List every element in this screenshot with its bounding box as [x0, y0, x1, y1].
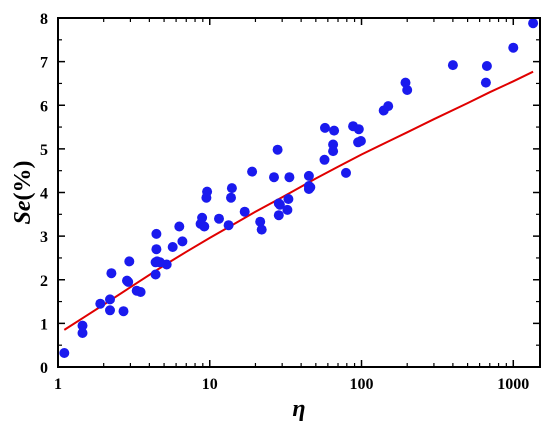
data-point	[226, 183, 237, 194]
x-tick-label: 10	[202, 376, 218, 393]
y-tick-label: 5	[40, 142, 48, 159]
data-point	[161, 259, 172, 270]
data-point	[402, 85, 413, 95]
data-point	[226, 192, 236, 203]
data-point	[481, 61, 492, 71]
data-point	[353, 124, 364, 135]
data-point	[272, 144, 283, 155]
data-point	[95, 298, 106, 309]
data-point	[167, 242, 178, 252]
y-tick-label: 2	[40, 273, 48, 290]
y-tick-label: 3	[40, 229, 48, 246]
y-tick-label: 4	[40, 186, 48, 203]
data-point	[274, 199, 285, 210]
y-tick-label: 0	[40, 360, 48, 377]
data-point	[328, 139, 339, 150]
data-point	[105, 294, 115, 305]
data-point	[77, 328, 88, 338]
data-point	[77, 320, 88, 331]
data-point	[447, 60, 458, 71]
y-axis-title-symbol: Se	[10, 200, 36, 224]
y-tick-label: 1	[40, 316, 48, 333]
data-point	[59, 348, 70, 358]
y-tick-label: 6	[40, 98, 48, 115]
data-point	[214, 213, 224, 224]
x-tick-label: 1	[54, 376, 62, 393]
data-point	[223, 220, 234, 231]
y-axis-title-unit: (%)	[10, 161, 36, 201]
data-point	[320, 122, 330, 133]
data-point	[508, 42, 519, 53]
data-point	[282, 204, 293, 215]
x-tick-label: 100	[350, 376, 374, 393]
fit-curve-line	[63, 70, 534, 331]
data-point	[118, 306, 129, 317]
y-axis-title: Se(%)	[10, 161, 36, 225]
data-point	[177, 236, 188, 247]
data-point	[150, 269, 161, 280]
data-point	[197, 212, 208, 223]
data-point	[528, 18, 539, 29]
data-point	[199, 221, 210, 232]
x-axis-title: η	[292, 396, 305, 422]
data-point	[383, 101, 394, 112]
x-tick-label: 1000	[497, 376, 529, 393]
data-point	[480, 77, 491, 88]
data-point	[273, 210, 284, 221]
data-point	[355, 136, 366, 146]
data-point	[174, 221, 185, 232]
data-points-layer	[59, 18, 539, 358]
data-point	[284, 172, 295, 183]
plot-frame	[57, 17, 541, 368]
data-point	[123, 276, 134, 287]
data-point	[303, 170, 314, 181]
data-point	[124, 256, 135, 267]
data-point	[105, 305, 115, 316]
y-tick-label: 7	[40, 55, 48, 72]
data-point	[255, 216, 266, 227]
axis-ticks-layer	[57, 17, 540, 368]
data-point	[283, 194, 294, 204]
data-point	[269, 172, 279, 183]
data-point	[319, 154, 330, 165]
data-point	[247, 166, 258, 177]
data-point	[151, 228, 162, 239]
data-point	[135, 287, 146, 297]
data-point	[256, 224, 267, 235]
data-point	[106, 268, 117, 279]
data-point	[341, 167, 351, 178]
data-point	[202, 186, 213, 197]
data-point	[151, 244, 162, 255]
y-tick-label: 8	[40, 11, 48, 28]
data-point	[329, 125, 340, 136]
data-point	[239, 206, 250, 217]
fit-curve-layer	[63, 70, 534, 331]
data-point	[305, 182, 316, 193]
